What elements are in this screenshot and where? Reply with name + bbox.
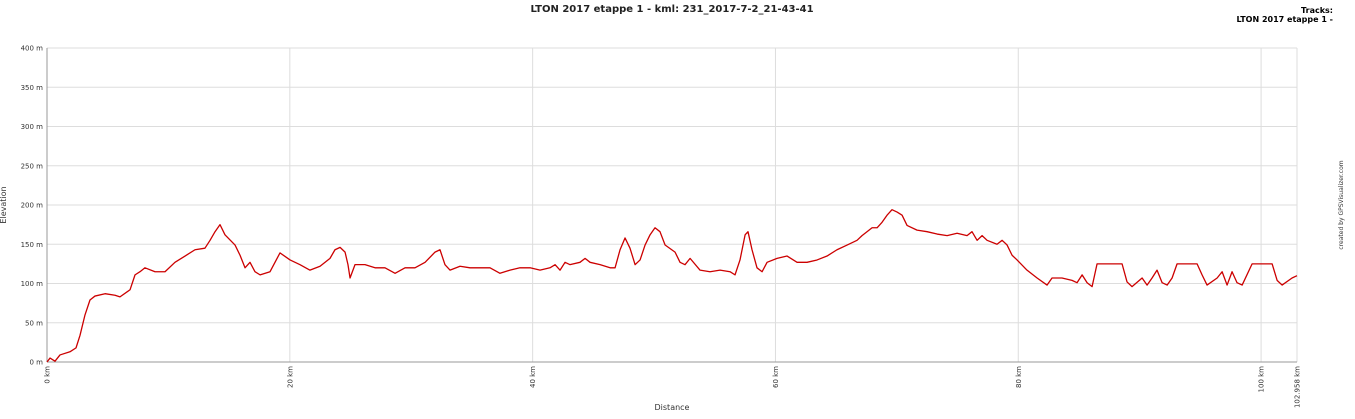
x-tick-label: 80 km (1015, 366, 1023, 388)
y-tick-label: 50 m (25, 319, 43, 327)
chart-title: LTON 2017 etappe 1 - kml: 231_2017-7-2_2… (530, 4, 813, 15)
x-tick-label: 0 km (44, 366, 52, 384)
legend-entry: LTON 2017 etappe 1 - (1236, 15, 1333, 24)
x-axis-label: Distance (655, 403, 690, 412)
x-tick-label: 40 km (529, 366, 537, 388)
legend-title: Tracks: (1301, 6, 1333, 15)
y-tick-label: 0 m (30, 359, 44, 367)
x-tick-label: 102.958 km (1294, 366, 1302, 408)
y-tick-label: 150 m (21, 241, 44, 249)
credit: created by GPSVisualizer.com (1338, 160, 1345, 249)
y-tick-label: 250 m (21, 162, 44, 170)
y-tick-label: 100 m (21, 280, 44, 288)
y-tick-label: 300 m (21, 123, 44, 131)
y-tick-label: 200 m (21, 202, 44, 210)
x-tick-label: 20 km (286, 366, 294, 388)
y-axis-label: Elevation (0, 186, 8, 223)
x-tick-label: 60 km (772, 366, 780, 388)
elevation-line (46, 209, 1298, 363)
y-tick-label: 350 m (21, 84, 44, 92)
x-tick-label: 100 km (1258, 366, 1266, 393)
y-tick-label: 400 m (21, 45, 44, 53)
